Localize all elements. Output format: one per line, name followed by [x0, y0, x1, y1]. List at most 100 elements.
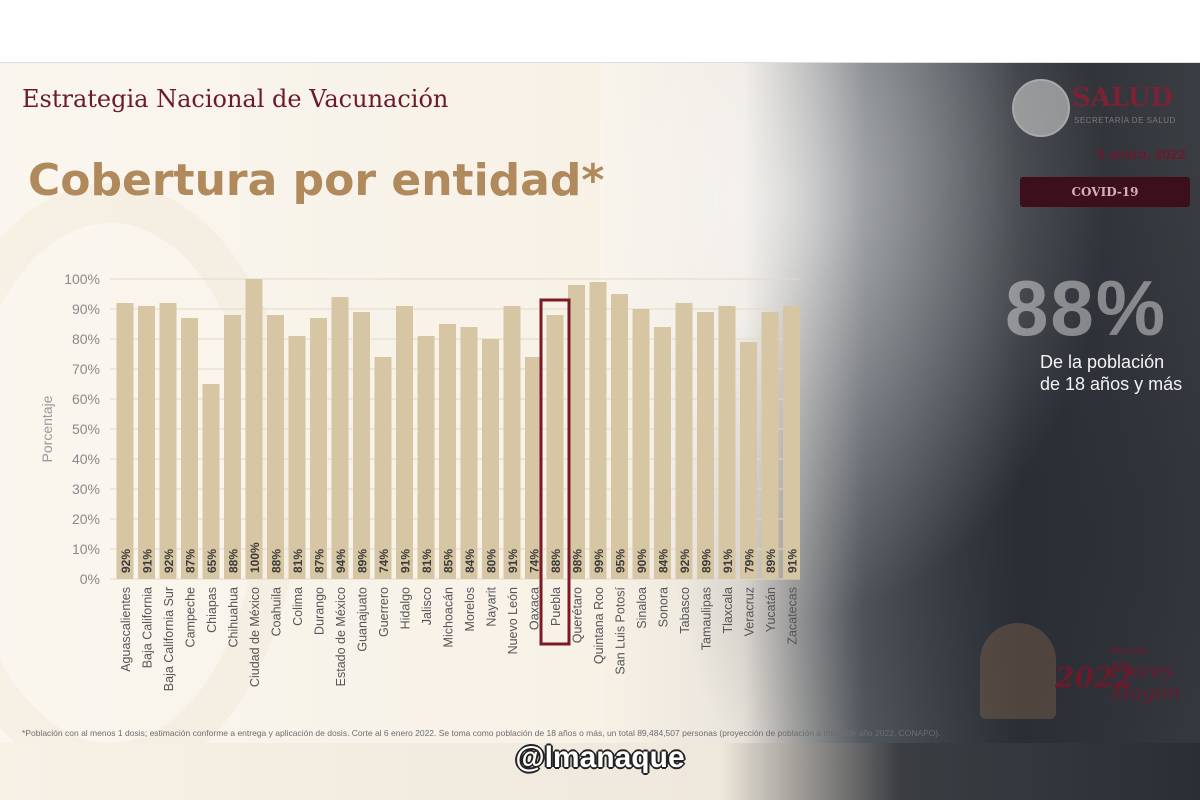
- x-tick-label: Nuevo León: [506, 587, 520, 654]
- chart-value-labels: 92% 91% 92% 87% 65% 88% 100% 88% 81% 87% 94% 89% 74%…: [119, 542, 800, 573]
- bar-7: [267, 315, 284, 579]
- value-label: 92%: [162, 549, 176, 573]
- strategy-title: Estrategia Nacional de Vacunación: [22, 85, 449, 113]
- seal-icon: [1012, 79, 1070, 137]
- value-label: 95%: [614, 549, 628, 573]
- anniversary-firstname: Ricardo: [1110, 645, 1148, 657]
- value-label: 92%: [678, 549, 692, 573]
- x-tick-label: Coahuila: [270, 587, 284, 636]
- value-label: 89%: [700, 549, 714, 573]
- x-tick-label: Campeche: [184, 587, 198, 647]
- value-label: 91%: [721, 549, 735, 573]
- covid-badge: COVID-19: [1020, 177, 1190, 207]
- x-tick-label: Chiapas: [205, 587, 219, 633]
- value-label: 98%: [571, 549, 585, 573]
- value-label: 79%: [743, 549, 757, 573]
- bar-31: [783, 306, 800, 579]
- salud-logo-text: SALUD: [1072, 83, 1174, 113]
- anniversary-name: Flores Magón: [1110, 659, 1180, 703]
- page-title: Cobertura por entidad*: [28, 155, 605, 206]
- x-tick-label: Morelos: [463, 587, 477, 631]
- bar-13: [396, 306, 413, 579]
- x-tick-label: Guerrero: [377, 587, 391, 637]
- bar-5: [224, 315, 241, 579]
- x-tick-label: Hidalgo: [399, 587, 413, 629]
- bar-3: [181, 318, 198, 579]
- portrait-icon: [980, 623, 1056, 719]
- value-label: 94%: [334, 549, 348, 573]
- bar-2: [159, 303, 177, 579]
- value-label: 65%: [205, 549, 219, 573]
- y-tick-label: 50%: [72, 421, 100, 437]
- highlight-box: [539, 298, 571, 646]
- x-tick-label: Sinaloa: [635, 587, 649, 629]
- x-tick-label: Yucatán: [764, 587, 778, 632]
- value-label: 85%: [442, 549, 456, 573]
- bar-30: [761, 312, 779, 579]
- x-tick-label: Baja California Sur: [162, 587, 176, 691]
- bar-18: [503, 306, 521, 579]
- coverage-value: 88%: [1005, 264, 1168, 352]
- salud-logo-subtitle: SECRETARÍA DE SALUD: [1074, 116, 1176, 125]
- coverage-caption-line1: De la población: [1040, 352, 1165, 372]
- y-tick-label: 70%: [72, 361, 100, 377]
- x-tick-label: Chihuahua: [227, 587, 241, 648]
- value-label: 84%: [657, 549, 671, 573]
- x-tick-label: Michoacán: [442, 587, 456, 647]
- value-label: 92%: [119, 549, 133, 573]
- value-label: 74%: [528, 549, 542, 573]
- coverage-caption: De la población de 18 años y más: [1040, 351, 1182, 395]
- anniversary-year: 2022: [1055, 661, 1133, 694]
- x-tick-label: Puebla: [549, 587, 563, 626]
- value-label: 81%: [420, 549, 434, 573]
- value-label: 89%: [764, 549, 778, 573]
- bar-16: [460, 327, 478, 579]
- x-tick-label: Oaxaca: [528, 587, 542, 630]
- top-band: [0, 0, 1200, 63]
- anniversary-name-line2: Magón: [1110, 680, 1181, 704]
- bar-24: [632, 309, 650, 579]
- y-tick-label: 90%: [72, 301, 100, 317]
- bar-4: [202, 384, 220, 579]
- value-label: 88%: [270, 549, 284, 573]
- y-tick-label: 80%: [72, 331, 100, 347]
- bar-29: [740, 342, 757, 579]
- bar-22: [589, 282, 607, 579]
- x-tick-label: Colima: [291, 587, 305, 626]
- y-tick-label: 40%: [72, 451, 100, 467]
- value-label: 91%: [399, 549, 413, 573]
- x-tick-label: Estado de México: [334, 587, 348, 686]
- bar-6: [245, 279, 263, 579]
- value-label: 88%: [227, 549, 241, 573]
- y-tick-label: 60%: [72, 391, 100, 407]
- value-label: 87%: [313, 549, 327, 573]
- value-label: 90%: [635, 549, 649, 573]
- bar-28: [718, 306, 736, 579]
- x-tick-label: Veracruz: [743, 587, 757, 636]
- y-axis-label: Porcentaje: [39, 395, 55, 462]
- x-tick-label: San Luis Potosí: [614, 586, 628, 674]
- x-tick-label: Aguascalientes: [119, 587, 133, 672]
- x-tick-label: Baja California: [141, 587, 155, 668]
- value-label: 100%: [248, 542, 262, 573]
- y-tick-label: 30%: [72, 481, 100, 497]
- bar-11: [353, 312, 370, 579]
- x-tick-label: Querétaro: [571, 587, 585, 643]
- value-label: 84%: [463, 549, 477, 573]
- footnote: *Población con al menos 1 dosis; estimac…: [22, 728, 941, 738]
- x-tick-label: Quintana Roo: [592, 587, 606, 664]
- chart-bars: [116, 279, 800, 579]
- value-label: 88%: [549, 549, 563, 573]
- anniversary-name-line1: Flores: [1110, 658, 1174, 682]
- x-tick-label: Nayarit: [485, 586, 499, 626]
- bar-9: [310, 318, 327, 579]
- bar-19: [525, 357, 542, 579]
- bar-14: [417, 336, 435, 579]
- value-label: 91%: [141, 549, 155, 573]
- bar-26: [675, 303, 693, 579]
- bottom-band: [0, 743, 1200, 800]
- watermark: @lmanaque: [515, 741, 685, 774]
- x-tick-label: Jalisco: [420, 587, 434, 625]
- x-tick-label: Sonora: [657, 587, 671, 627]
- bar-8: [288, 336, 306, 579]
